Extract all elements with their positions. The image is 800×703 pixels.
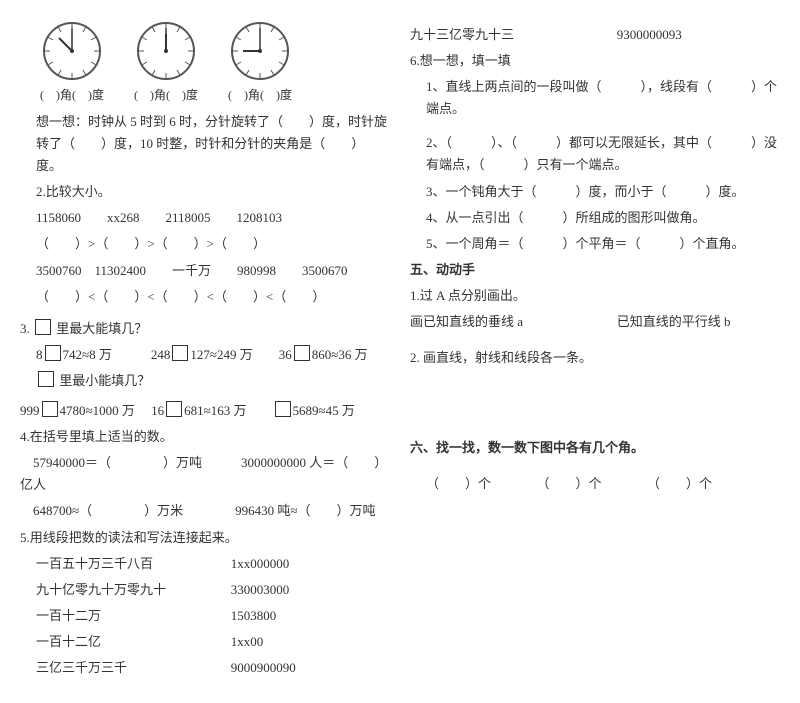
clock-1-caption: ( )角( )度 bbox=[40, 86, 104, 103]
q5-title: 5.用线段把数的读法和写法连接起来。 bbox=[20, 527, 390, 549]
q3-sub-text: 里最小能填几？ bbox=[59, 373, 150, 388]
sec5-2: 2. 画直线，射线和线段各一条。 bbox=[410, 347, 780, 369]
clock-3: ( )角( )度 bbox=[228, 20, 292, 103]
square-icon bbox=[172, 345, 188, 361]
clock-2-caption: ( )角( )度 bbox=[134, 86, 198, 103]
q3-line1: 8 742≈8 万 248 127≈249 万 36 860≈36 万 bbox=[20, 344, 390, 366]
top-pair: 九十三亿零九十三 9300000093 bbox=[410, 24, 780, 46]
q5-row-reading: 一百五十万三千八百 bbox=[36, 553, 231, 575]
cmp-row2a: 3500760 11302400 一千万 980998 3500670 bbox=[20, 260, 390, 282]
square-icon bbox=[45, 345, 61, 361]
q4-l1: 57940000＝（ ）万吨 3000000000 人＝（ ）亿人 bbox=[20, 452, 390, 496]
q5-row-reading: 九十亿零九十万零九十 bbox=[36, 579, 231, 601]
square-icon bbox=[38, 371, 54, 387]
sec5-1a: 画已知直线的垂线 a bbox=[410, 311, 614, 333]
q5-row-reading: 一百十二万 bbox=[36, 605, 231, 627]
cmp-row1b: （ ）>（ ）>（ ）>（ ） bbox=[20, 233, 390, 255]
clock-1-svg bbox=[41, 20, 103, 82]
q5-row: 一百五十万三千八百1xx000000 bbox=[20, 553, 390, 575]
q3-l1-b: 742≈8 万 248 bbox=[63, 347, 171, 362]
q3-l1-a: 8 bbox=[36, 347, 43, 362]
q5-row-reading: 一百十二亿 bbox=[36, 631, 231, 653]
q3-title-tail: 里最大能填几？ bbox=[56, 321, 147, 336]
q6-title: 6.想一想，填一填 bbox=[410, 50, 780, 72]
q5-rows: 一百五十万三千八百1xx000000九十亿零九十万零九十330003000一百十… bbox=[20, 553, 390, 679]
q6-4: 4、从一点引出（ ）所组成的图形叫做角。 bbox=[410, 207, 780, 229]
square-icon bbox=[166, 401, 182, 417]
q6-3: 3、一个钝角大于（ ）度，而小于（ ）度。 bbox=[410, 181, 780, 203]
sec5-title: 五、动动手 bbox=[410, 259, 780, 281]
top-pair-right: 9300000093 bbox=[617, 24, 682, 46]
q5-row-writing: 330003000 bbox=[231, 579, 290, 601]
q3-l1-d: 860≈36 万 bbox=[312, 347, 368, 362]
sec6-title: 六、找一找，数一数下图中各有几个角。 bbox=[410, 437, 780, 459]
q2-title: 2.比较大小。 bbox=[20, 181, 390, 203]
q3-l2-b: 4780≈1000 万 16 bbox=[60, 403, 165, 418]
clock-1: ( )角( )度 bbox=[40, 20, 104, 103]
square-icon bbox=[275, 401, 291, 417]
cmp-row1a: 1158060 xx268 2118005 1208103 bbox=[20, 207, 390, 229]
sec5-1: 1.过 A 点分别画出。 bbox=[410, 285, 780, 307]
think-text: 想一想：时钟从 5 时到 6 时，分针旋转了（ ）度，时针旋转了（ ）度，10 … bbox=[20, 111, 390, 177]
cmp-row2b: （ ）<（ ）<（ ）<（ ）<（ ） bbox=[20, 286, 390, 308]
q5-row: 九十亿零九十万零九十330003000 bbox=[20, 579, 390, 601]
clocks-row: ( )角( )度 ( )角( ) bbox=[20, 20, 390, 103]
q5-row-writing: 1xx00 bbox=[231, 631, 264, 653]
q4-title: 4.在括号里填上适当的数。 bbox=[20, 426, 390, 448]
top-pair-left: 九十三亿零九十三 bbox=[410, 24, 614, 46]
q5-row-writing: 9000900090 bbox=[231, 657, 296, 679]
q6-2: 2、（ ）、（ ）都可以无限延长，其中（ ）没有端点，（ ）只有一个端点。 bbox=[410, 132, 780, 176]
page-columns: ( )角( )度 ( )角( ) bbox=[20, 20, 780, 683]
q3-title: 3. 里最大能填几？ bbox=[20, 318, 390, 340]
spacer bbox=[410, 373, 780, 433]
q6-1: 1、直线上两点间的一段叫做（ ），线段有（ ）个端点。 bbox=[410, 76, 780, 120]
clock-2-svg bbox=[135, 20, 197, 82]
q5-row-writing: 1503800 bbox=[231, 605, 277, 627]
q5-row: 三亿三千万三千9000900090 bbox=[20, 657, 390, 679]
q5-row-reading: 三亿三千万三千 bbox=[36, 657, 231, 679]
square-icon bbox=[35, 319, 51, 335]
q3-l1-c: 127≈249 万 36 bbox=[190, 347, 291, 362]
clock-3-caption: ( )角( )度 bbox=[228, 86, 292, 103]
right-column: 九十三亿零九十三 9300000093 6.想一想，填一填 1、直线上两点间的一… bbox=[410, 20, 780, 683]
q3-l2-d: 5689≈45 万 bbox=[293, 403, 355, 418]
q5-row-writing: 1xx000000 bbox=[231, 553, 290, 575]
q6-5: 5、一个周角＝（ ）个平角＝（ ）个直角。 bbox=[410, 233, 780, 255]
q5-row: 一百十二亿1xx00 bbox=[20, 631, 390, 653]
q3-sub: 里最小能填几？ bbox=[20, 370, 390, 392]
sec6-row: （ ）个 （ ）个 （ ）个 bbox=[410, 473, 780, 495]
q4-l2: 648700≈（ ）万米 996430 吨≈（ ）万吨 bbox=[20, 500, 390, 522]
clock-2: ( )角( )度 bbox=[134, 20, 198, 103]
q3-l2-c: 681≈163 万 bbox=[184, 403, 272, 418]
q5-row: 一百十二万1503800 bbox=[20, 605, 390, 627]
left-column: ( )角( )度 ( )角( ) bbox=[20, 20, 390, 683]
clock-3-svg bbox=[229, 20, 291, 82]
square-icon bbox=[42, 401, 58, 417]
q3-l2-a: 999 bbox=[20, 403, 40, 418]
sec5-1b: 已知直线的平行线 b bbox=[617, 311, 731, 333]
sec5-1row: 画已知直线的垂线 a 已知直线的平行线 b bbox=[410, 311, 780, 333]
square-icon bbox=[294, 345, 310, 361]
q3-line2: 999 4780≈1000 万 16 681≈163 万 5689≈45 万 bbox=[20, 400, 390, 422]
